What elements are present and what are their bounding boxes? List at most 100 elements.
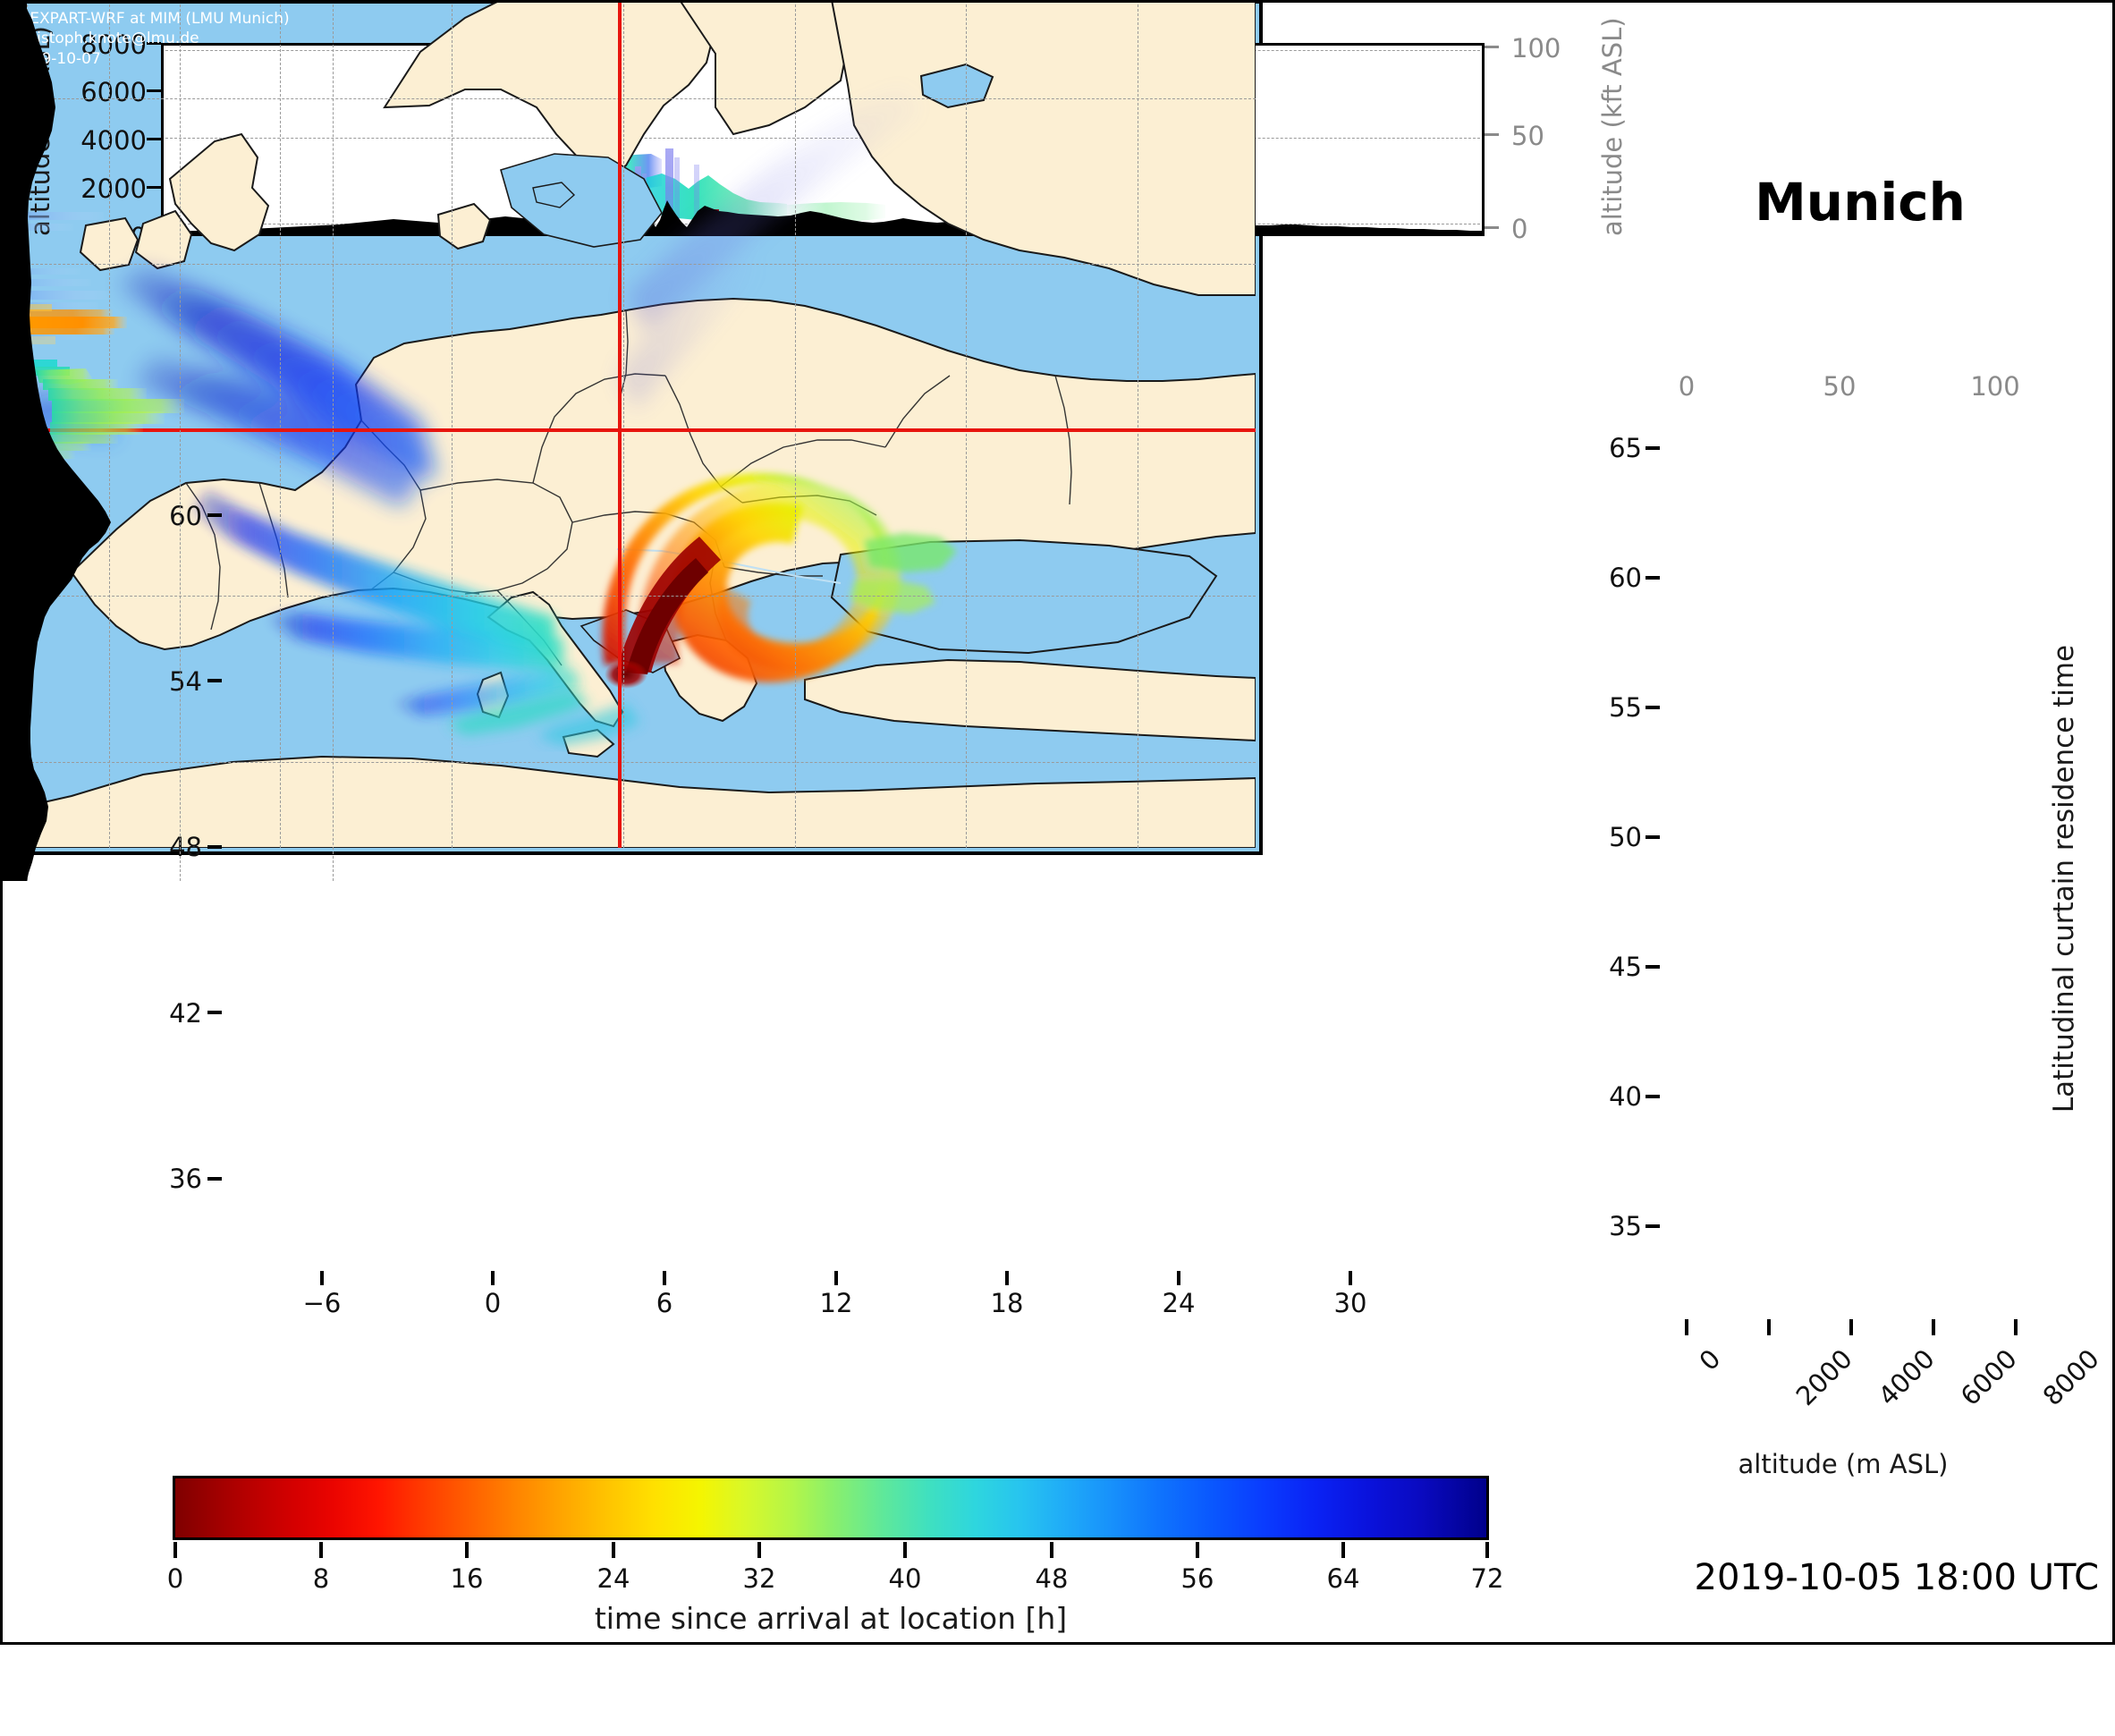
- map-gridline-lon: [623, 0, 624, 848]
- colorbar-tick-mark: [1050, 1542, 1053, 1558]
- colorbar-tick-72: 72: [1470, 1563, 1504, 1594]
- map-xtick-18: 18: [990, 1288, 1024, 1318]
- right-xtick-top-100: 100: [1970, 371, 2020, 402]
- top-ytick-right-mark: [1485, 226, 1499, 229]
- location-title: Munich: [1755, 172, 1966, 233]
- right-xtick-top-50: 50: [1823, 371, 1857, 402]
- map-xtick-mark: [834, 1271, 838, 1285]
- top-ytick-mark: [147, 89, 161, 92]
- credit-line-2: christoph.knote@lmu.de: [13, 30, 199, 48]
- right-ytick-60: 60: [1609, 563, 1642, 593]
- colorbar-tick-48: 48: [1035, 1563, 1069, 1594]
- top-ytick-right-mark: [1485, 46, 1499, 48]
- map-ytick-60: 60: [169, 501, 202, 531]
- latitudinal-curtain-data: [0, 0, 184, 881]
- map-gridline-lat: [0, 264, 1256, 265]
- map-ytick-42: 42: [169, 998, 202, 1029]
- colorbar[interactable]: [173, 1476, 1489, 1540]
- top-ytick-right-50: 50: [1511, 121, 1544, 151]
- map-xtick-mark: [663, 1271, 666, 1285]
- map-xtick-12: 12: [819, 1288, 853, 1318]
- right-ytick-mark: [1645, 1224, 1660, 1228]
- right-ytick-40: 40: [1609, 1081, 1642, 1112]
- map-ytick-mark: [207, 845, 222, 849]
- top-ytick-2000: 2000: [80, 174, 147, 204]
- top-ytick-6000: 6000: [80, 77, 147, 107]
- right-ytick-55: 55: [1609, 692, 1642, 723]
- colorbar-tick-mark: [903, 1542, 907, 1558]
- map-ytick-54: 54: [169, 666, 202, 697]
- top-ytick-right-100: 100: [1511, 33, 1561, 64]
- colorbar-label: time since arrival at location [h]: [594, 1601, 1068, 1636]
- colorbar-tick-mark: [757, 1542, 761, 1558]
- map-ytick-mark: [207, 1177, 222, 1181]
- right-panel-frame: [0, 0, 2115, 1645]
- top-ytick-right-0: 0: [1511, 214, 1528, 244]
- right-ytick-50: 50: [1609, 822, 1642, 852]
- map-gridline-lon: [452, 0, 453, 848]
- colorbar-tick-0: 0: [166, 1563, 184, 1594]
- credit-line-1: FLEXPART-WRF at MIM (LMU Munich): [13, 10, 290, 28]
- right-ytick-mark: [1645, 576, 1660, 580]
- colorbar-tick-56: 56: [1180, 1563, 1214, 1594]
- colorbar-tick-mark: [1341, 1542, 1345, 1558]
- top-ytick-mark: [147, 42, 161, 45]
- map-xtick-30: 30: [1333, 1288, 1367, 1318]
- colorbar-tick-mark: [1485, 1542, 1489, 1558]
- right-xtick-mark: [1767, 1319, 1771, 1335]
- colorbar-tick-8: 8: [312, 1563, 330, 1594]
- colorbar-tick-mark: [1196, 1542, 1199, 1558]
- map-xtick-0: 0: [484, 1288, 502, 1318]
- map-gridline-lat: [0, 98, 1256, 99]
- right-ytick-mark: [1645, 965, 1660, 969]
- top-ytick-mark: [147, 138, 161, 140]
- right-panel-xlabel: altitude (m ASL): [1738, 1449, 1949, 1479]
- map-xtick-mark: [1349, 1271, 1352, 1285]
- map-ytick-48: 48: [169, 832, 202, 862]
- colorbar-tick-40: 40: [888, 1563, 922, 1594]
- crosshair-horizontal: [0, 428, 1256, 432]
- map-xtick-24: 24: [1162, 1288, 1196, 1318]
- top-ytick-right-mark: [1485, 133, 1499, 136]
- right-panel-title: Latitudinal curtain residence time: [2048, 644, 2080, 1114]
- top-ytick-8000: 8000: [80, 30, 147, 60]
- right-gridline: [333, 0, 334, 881]
- right-xtick-mark: [2014, 1319, 2018, 1335]
- map-gridline-lon: [966, 0, 967, 848]
- right-xtick-mark: [1849, 1319, 1853, 1335]
- colorbar-tick-mark: [173, 1542, 177, 1558]
- colorbar-tick-16: 16: [450, 1563, 484, 1594]
- colorbar-tick-mark: [319, 1542, 323, 1558]
- colorbar-tick-24: 24: [596, 1563, 630, 1594]
- map-ytick-mark: [207, 1011, 222, 1014]
- colorbar-tick-mark: [465, 1542, 469, 1558]
- right-ytick-mark: [1645, 835, 1660, 839]
- map-gridline-lat: [0, 596, 1256, 597]
- right-gridline: [180, 0, 181, 881]
- right-ytick-35: 35: [1609, 1211, 1642, 1241]
- map-gridline-lat: [0, 762, 1256, 763]
- right-ytick-mark: [1645, 1095, 1660, 1098]
- right-ytick-65: 65: [1609, 433, 1642, 463]
- top-ytick-mark: [147, 186, 161, 189]
- map-xtick-mark: [1005, 1271, 1009, 1285]
- map-xtick-mark: [491, 1271, 495, 1285]
- right-ytick-45: 45: [1609, 952, 1642, 982]
- map-xtick-mark: [320, 1271, 324, 1285]
- map-gridline-lon: [795, 0, 796, 848]
- map-ytick-36: 36: [169, 1164, 202, 1194]
- right-xtick-top-0: 0: [1678, 371, 1696, 402]
- colorbar-tick-mark: [612, 1542, 615, 1558]
- colorbar-tick-32: 32: [742, 1563, 776, 1594]
- map-ytick-mark: [207, 679, 222, 682]
- map-xtick-6: 6: [656, 1288, 673, 1318]
- right-xtick-mark: [1685, 1319, 1688, 1335]
- right-xtick-mark: [1932, 1319, 1935, 1335]
- top-ytick-4000: 4000: [80, 125, 147, 156]
- column-integrated-map[interactable]: FLEXPART-WRF at MIM (LMU Munich) christo…: [0, 0, 2099, 1598]
- right-ytick-mark: [1645, 446, 1660, 450]
- colorbar-tick-64: 64: [1326, 1563, 1360, 1594]
- map-gridline-lon: [280, 0, 281, 848]
- map-xtick--6: −6: [302, 1288, 342, 1318]
